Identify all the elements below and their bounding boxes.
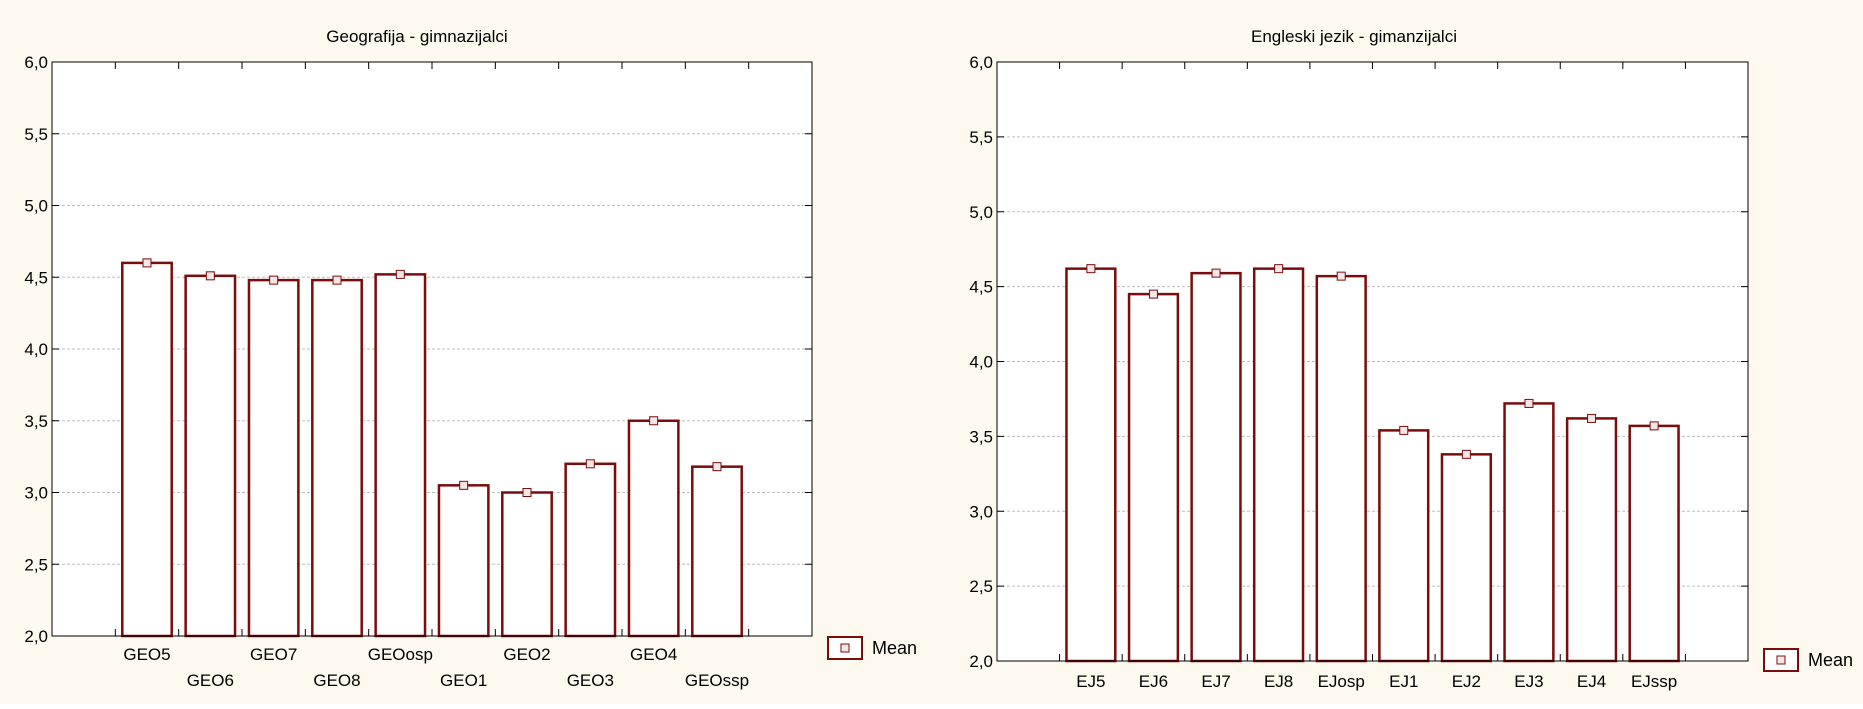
chart-panel-1: Geografija - gimnazijalci 2,0 2,5 3,0 3,5 4,0… (24, 27, 917, 690)
y-tick-label: 2,5 (24, 555, 48, 574)
x-tick-label: GEO8 (313, 671, 360, 690)
legend-label: Mean (872, 638, 917, 658)
x-tick-label: GEO3 (567, 671, 614, 690)
bar (1378, 429, 1430, 663)
y-tick-label: 4,5 (969, 278, 993, 297)
y-tick-label: 5,0 (969, 203, 993, 222)
y-tick-label: 3,0 (969, 502, 993, 521)
mean-marker (1461, 449, 1471, 459)
bar (1065, 267, 1117, 663)
y-tick-label: 5,5 (24, 125, 48, 144)
mean-marker (1274, 264, 1284, 274)
mean-marker (1086, 264, 1096, 274)
plot-frame (51, 61, 813, 637)
y-tick-label: 4,0 (969, 353, 993, 372)
y-tick-label: 4,0 (24, 340, 48, 359)
x-tick-label: GEO2 (503, 645, 550, 664)
bar (1628, 424, 1680, 663)
x-tick-label: GEO1 (440, 671, 487, 690)
bar (311, 278, 363, 638)
bar (1190, 271, 1242, 663)
mean-marker (1524, 398, 1534, 408)
mean-marker (1336, 271, 1346, 281)
bar (501, 491, 553, 638)
y-tick-label: 6,0 (969, 53, 993, 72)
chart-panel-2: Engleski jezik - gimanzijalci 2,0 2,5 3,0 3,… (969, 27, 1853, 691)
plot-frame (996, 61, 1749, 662)
y-tick-label: 5,5 (969, 128, 993, 147)
x-tick-label: GEOosp (368, 645, 433, 664)
mean-marker (522, 488, 532, 497)
bar (1252, 267, 1305, 663)
bar (1565, 417, 1618, 663)
mean-marker (1587, 413, 1597, 423)
mean-marker (205, 271, 215, 281)
x-tick-label: EJssp (1631, 672, 1677, 691)
mean-marker (1649, 421, 1659, 431)
y-tick-label: 2,0 (24, 627, 48, 646)
x-tick-label: GEO4 (630, 645, 677, 664)
legend-marker (1776, 655, 1786, 665)
x-tick-label: EJ7 (1201, 672, 1230, 691)
x-tick-label: EJ2 (1452, 672, 1481, 691)
x-tick-label: GEO7 (250, 645, 297, 664)
x-tick-label: EJ5 (1076, 672, 1105, 691)
bar (121, 261, 173, 638)
mean-marker (142, 258, 152, 268)
chart-title: Geografija - gimnazijalci (326, 27, 507, 46)
mean-marker (1148, 289, 1158, 299)
x-tick-label: EJ4 (1577, 672, 1606, 691)
bar (1127, 292, 1180, 663)
y-tick-label: 4,5 (24, 268, 48, 287)
y-tick-label: 2,5 (969, 577, 993, 596)
x-tick-label: EJ6 (1139, 672, 1168, 691)
mean-marker (712, 462, 722, 472)
bar (1440, 453, 1493, 663)
chart-title: Engleski jezik - gimanzijalci (1251, 27, 1457, 46)
x-tick-label: GEOssp (685, 671, 749, 690)
legend-marker (840, 643, 850, 653)
bar (437, 484, 490, 638)
bar (1503, 402, 1555, 663)
mean-marker (459, 480, 469, 490)
legend: Mean (1763, 648, 1853, 672)
x-tick-label: EJosp (1318, 672, 1365, 691)
x-tick-label: EJ3 (1514, 672, 1543, 691)
x-tick-label: EJ8 (1264, 672, 1293, 691)
mean-marker (1211, 268, 1221, 278)
x-tick-label: GEO6 (187, 671, 234, 690)
x-tick-label: EJ1 (1389, 672, 1418, 691)
x-tick-label: GEO5 (123, 645, 170, 664)
y-tick-label: 3,5 (24, 412, 48, 431)
mean-marker (1399, 425, 1409, 435)
mean-marker (649, 416, 659, 426)
bar (184, 274, 237, 638)
y-tick-label: 2,0 (969, 652, 993, 671)
bar (374, 273, 427, 638)
y-tick-label: 5,0 (24, 197, 48, 216)
mean-marker (332, 275, 342, 285)
mean-marker (585, 459, 595, 469)
y-tick-label: 3,0 (24, 484, 48, 503)
legend-label: Mean (1808, 650, 1853, 670)
bar (564, 462, 617, 638)
mean-marker (395, 269, 405, 279)
bar (1315, 274, 1367, 663)
mean-marker (269, 275, 279, 285)
y-tick-label: 6,0 (24, 53, 48, 72)
bar (627, 419, 680, 638)
y-tick-label: 3,5 (969, 427, 993, 446)
bar (691, 465, 743, 638)
bar (247, 278, 300, 638)
legend: Mean (827, 636, 917, 660)
